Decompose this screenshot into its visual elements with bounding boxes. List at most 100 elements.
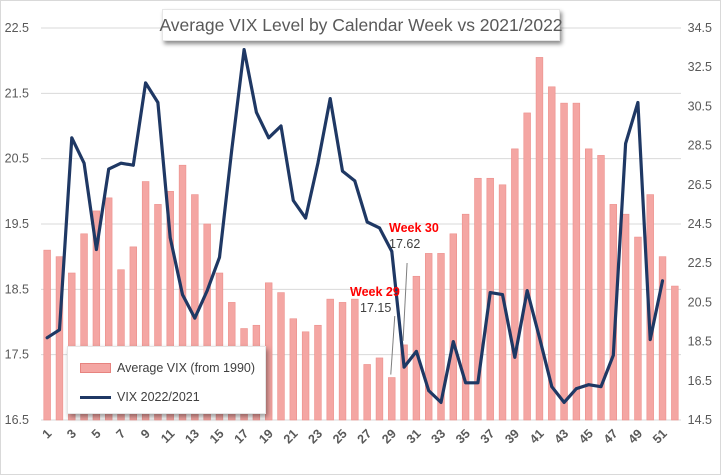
- vix-point-week-1: [45, 336, 49, 340]
- vix-point-week-13: [193, 316, 197, 320]
- bar-week-28: [375, 357, 384, 421]
- legend-label-line: VIX 2022/2021: [117, 390, 200, 404]
- bar-week-36: [474, 177, 482, 421]
- vix-point-week-28: [378, 226, 381, 230]
- bar-week-25: [338, 302, 347, 421]
- vix-point-week-24: [328, 97, 332, 100]
- bar-week-7: [117, 269, 125, 421]
- annotations: Week 30 17.62 Week 29 17.15: [350, 221, 439, 375]
- bar-week-33: [437, 253, 445, 421]
- x-tick-label-7: 15: [207, 427, 227, 447]
- y-left-tick-label-6: 22.5: [5, 21, 29, 35]
- y-left-tick-label-2: 18.5: [5, 282, 29, 296]
- vix-point-week-10: [156, 101, 160, 104]
- y-right-tick-label-2: 18.5: [688, 335, 712, 349]
- bar-week-5: [92, 210, 101, 421]
- vix-point-week-26: [353, 179, 357, 183]
- y-right-tick-label-10: 34.5: [688, 21, 712, 35]
- legend-label-bars: Average VIX (from 1990): [117, 361, 256, 375]
- x-tick-label-1: 3: [64, 427, 79, 442]
- bar-week-23: [314, 324, 322, 421]
- x-tick-label-0: 1: [40, 427, 55, 442]
- x-tick-label-23: 47: [601, 427, 621, 447]
- vix-point-week-7: [119, 161, 123, 165]
- vix-point-week-47: [611, 353, 615, 357]
- vix-point-week-11: [168, 236, 172, 240]
- x-tick-label-2: 5: [89, 427, 104, 442]
- vix-point-week-32: [427, 389, 431, 392]
- line-series: [45, 47, 665, 404]
- x-tick-label-11: 23: [305, 427, 325, 447]
- vix-point-week-36: [476, 381, 480, 385]
- bar-week-26: [351, 298, 359, 421]
- bar-week-20: [277, 292, 285, 421]
- y-left-tick-label-4: 20.5: [5, 152, 29, 166]
- y-right-tick-label-9: 32.5: [688, 60, 712, 74]
- bar-week-34: [449, 233, 457, 421]
- bar-week-24: [326, 298, 334, 421]
- x-tick-label-4: 9: [138, 427, 153, 442]
- bar-week-49: [634, 236, 642, 421]
- bar-week-31: [412, 275, 421, 421]
- bar-week-6: [105, 197, 113, 421]
- x-tick-label-21: 43: [552, 427, 572, 447]
- x-tick-label-6: 13: [182, 427, 202, 447]
- chart-legend: Average VIX (from 1990) VIX 2022/2021: [67, 346, 266, 414]
- vix-point-week-12: [181, 293, 184, 296]
- bar-week-50: [646, 194, 654, 421]
- x-tick-label-17: 35: [453, 427, 473, 447]
- y-left-tick-label-3: 19.5: [5, 217, 29, 231]
- bar-week-32: [425, 253, 433, 421]
- vix-point-week-9: [144, 81, 148, 85]
- vix-point-week-5: [94, 248, 98, 251]
- vix-point-week-18: [254, 110, 258, 114]
- vix-point-week-39: [513, 355, 517, 359]
- x-tick-label-8: 17: [232, 427, 252, 447]
- bar-week-30: [400, 344, 408, 421]
- bar-week-4: [80, 233, 88, 421]
- legend-item-bars: Average VIX (from 1990): [80, 358, 255, 378]
- x-tick-label-3: 7: [113, 427, 128, 442]
- x-tick-label-13: 27: [355, 427, 375, 447]
- bar-week-52: [671, 285, 679, 421]
- vix-point-week-37: [488, 291, 492, 294]
- vix-point-week-19: [267, 136, 271, 140]
- bar-week-9: [141, 181, 150, 421]
- y-left-tick-label-0: 16.5: [5, 413, 29, 427]
- bar-week-27: [363, 364, 371, 421]
- bar-week-29: [388, 377, 396, 421]
- vix-point-week-38: [501, 293, 504, 296]
- vix-point-week-31: [414, 350, 418, 353]
- vix-point-week-51: [661, 279, 664, 283]
- bar-week-46: [597, 155, 605, 421]
- vix-point-week-49: [636, 101, 640, 104]
- bar-week-14: [203, 223, 211, 421]
- x-tick-label-25: 51: [650, 427, 670, 447]
- vix-point-week-46: [599, 385, 603, 389]
- vix-point-week-2: [58, 328, 61, 332]
- bar-week-2: [55, 256, 64, 421]
- x-tick-label-18: 37: [478, 427, 498, 447]
- vix-point-week-35: [464, 381, 468, 385]
- vix-point-week-45: [587, 383, 591, 387]
- vix-point-week-44: [574, 387, 578, 391]
- vix-point-week-22: [304, 216, 308, 220]
- vix-point-week-21: [291, 199, 295, 202]
- bar-week-35: [461, 213, 470, 421]
- vix-point-week-4: [82, 161, 86, 165]
- x-tick-label-15: 31: [404, 427, 424, 447]
- bar-week-44: [572, 102, 581, 421]
- vix-point-week-48: [624, 142, 628, 146]
- y-left-tick-label-5: 21.5: [5, 86, 29, 100]
- x-tick-label-20: 41: [527, 427, 547, 447]
- annotation-week-30-value: 17.62: [389, 237, 420, 251]
- annotation-week-29-value: 17.15: [360, 301, 391, 315]
- bar-week-8: [129, 246, 137, 421]
- x-tick-label-22: 45: [576, 427, 596, 447]
- vix-point-week-6: [107, 167, 111, 171]
- vix-point-week-43: [562, 400, 566, 404]
- bar-week-39: [511, 148, 519, 421]
- x-tick-label-24: 49: [625, 427, 645, 447]
- legend-item-line: VIX 2022/2021: [80, 387, 200, 407]
